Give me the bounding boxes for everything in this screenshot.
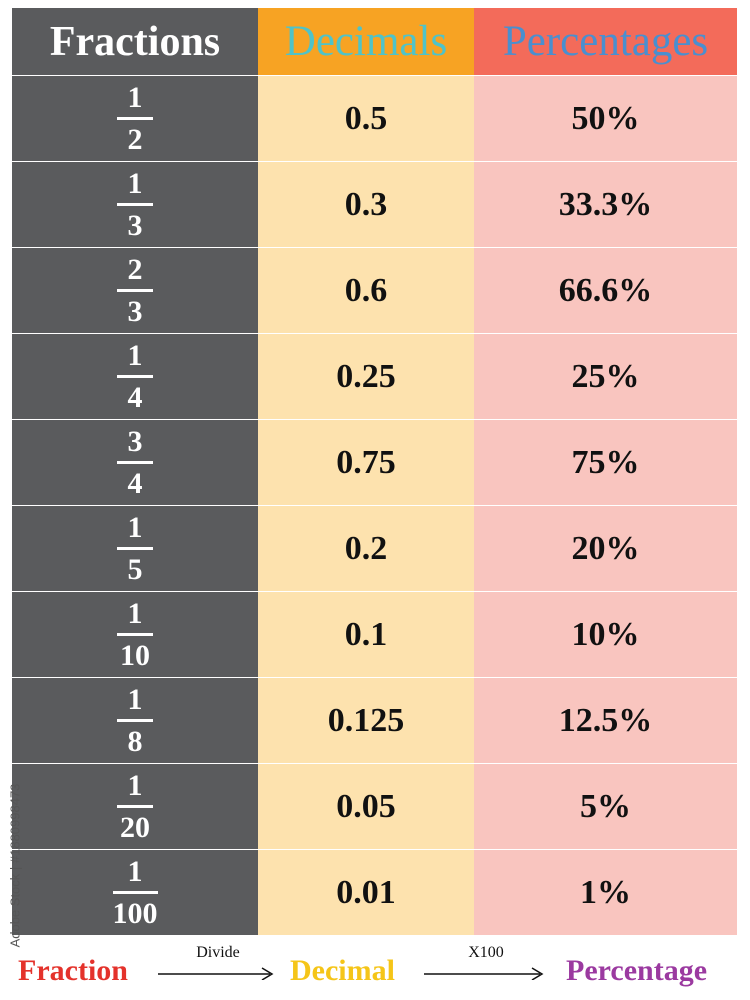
denominator: 20 (120, 810, 150, 844)
percentage-cell: 75% (474, 419, 737, 505)
fraction-bar (117, 460, 153, 464)
fraction-bar (117, 288, 153, 292)
fraction-bar (117, 374, 153, 378)
denominator: 3 (127, 208, 143, 242)
fraction-cell: 1 100 (12, 849, 258, 935)
denominator: 4 (127, 380, 143, 414)
percentage-cell: 1% (474, 849, 737, 935)
numerator: 1 (127, 854, 143, 888)
header-decimals: Decimals (258, 8, 474, 75)
times100-arrow: X100 (424, 944, 548, 980)
numerator: 1 (127, 510, 143, 544)
decimal-cell: 0.25 (258, 333, 474, 419)
divide-label: Divide (196, 944, 240, 961)
numerator: 1 (127, 80, 143, 114)
decimal-cell: 0.1 (258, 591, 474, 677)
fraction: 1 100 (112, 854, 158, 930)
fraction-cell: 1 20 (12, 763, 258, 849)
fraction-cell: 3 4 (12, 419, 258, 505)
fraction-bar (117, 546, 153, 550)
legend-decimal: Decimal (290, 954, 395, 987)
decimal-cell: 0.01 (258, 849, 474, 935)
decimal-cell: 0.3 (258, 161, 474, 247)
right-arrow-icon (158, 967, 274, 980)
denominator: 8 (127, 724, 143, 758)
fraction: 1 3 (117, 166, 153, 242)
fraction-cell: 1 4 (12, 333, 258, 419)
numerator: 1 (127, 166, 143, 200)
denominator: 3 (127, 294, 143, 328)
fraction-cell: 1 2 (12, 75, 258, 161)
fraction-bar (117, 116, 153, 120)
percentage-cell: 50% (474, 75, 737, 161)
fraction-cell: 1 10 (12, 591, 258, 677)
percentage-cell: 66.6% (474, 247, 737, 333)
denominator: 10 (120, 638, 150, 672)
fraction-bar (117, 718, 153, 722)
conversion-legend: Fraction Divide Decimal X100 Percentage (0, 940, 750, 1000)
legend-fraction: Fraction (18, 954, 128, 987)
fraction: 3 4 (117, 424, 153, 500)
percentage-cell: 12.5% (474, 677, 737, 763)
decimal-cell: 0.05 (258, 763, 474, 849)
fraction-bar (117, 202, 153, 206)
denominator: 2 (127, 122, 143, 156)
numerator: 1 (127, 768, 143, 802)
fraction-bar (117, 632, 153, 636)
times100-label: X100 (468, 944, 504, 961)
fraction: 1 10 (117, 596, 153, 672)
fraction-cell: 1 5 (12, 505, 258, 591)
fraction-cell: 1 3 (12, 161, 258, 247)
denominator: 5 (127, 552, 143, 586)
denominator: 100 (112, 896, 158, 930)
decimal-cell: 0.2 (258, 505, 474, 591)
percentage-cell: 5% (474, 763, 737, 849)
numerator: 3 (127, 424, 143, 458)
numerator: 2 (127, 252, 143, 286)
numerator: 1 (127, 682, 143, 716)
percentage-cell: 33.3% (474, 161, 737, 247)
percentage-cell: 20% (474, 505, 737, 591)
decimal-cell: 0.75 (258, 419, 474, 505)
divide-arrow: Divide (158, 944, 278, 980)
fraction: 1 5 (117, 510, 153, 586)
watermark-text: Adobe Stock | #1880998473 (7, 783, 23, 947)
decimal-cell: 0.5 (258, 75, 474, 161)
fraction-cell: 1 8 (12, 677, 258, 763)
decimal-cell: 0.125 (258, 677, 474, 763)
percentage-cell: 10% (474, 591, 737, 677)
decimal-cell: 0.6 (258, 247, 474, 333)
fraction-bar (112, 890, 158, 894)
percentage-cell: 25% (474, 333, 737, 419)
numerator: 1 (127, 338, 143, 372)
numerator: 1 (127, 596, 143, 630)
right-arrow-icon (424, 967, 544, 980)
fraction: 2 3 (117, 252, 153, 328)
conversion-table: Fractions Decimals Percentages 1 2 0.5 5… (12, 8, 737, 935)
fraction: 1 4 (117, 338, 153, 414)
denominator: 4 (127, 466, 143, 500)
header-percentages: Percentages (474, 8, 737, 75)
fraction: 1 20 (117, 768, 153, 844)
fraction: 1 2 (117, 80, 153, 156)
fraction-bar (117, 804, 153, 808)
fraction: 1 8 (117, 682, 153, 758)
fraction-cell: 2 3 (12, 247, 258, 333)
legend-percentage: Percentage (566, 954, 708, 987)
header-fractions: Fractions (12, 8, 258, 75)
